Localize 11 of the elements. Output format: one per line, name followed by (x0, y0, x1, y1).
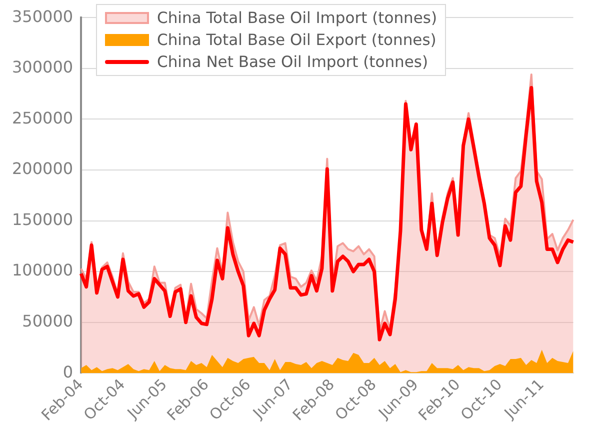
y-tick-label: 150000 (12, 210, 74, 229)
y-tick-label: 250000 (12, 108, 74, 128)
y-tick-label: 300000 (12, 58, 74, 77)
y-tick-label: 100000 (12, 260, 74, 280)
y-tick-label: 200000 (12, 159, 74, 178)
legend-label: China Net Base Oil Import (tonnes) (157, 53, 428, 71)
y-tick-label: 50000 (22, 312, 74, 331)
legend-label: China Total Base Oil Export (tonnes) (157, 31, 436, 49)
y-tick-label: 0 (62, 362, 74, 382)
y-tick-label: 350000 (12, 6, 74, 26)
legend-label: China Total Base Oil Import (tonnes) (157, 9, 438, 27)
